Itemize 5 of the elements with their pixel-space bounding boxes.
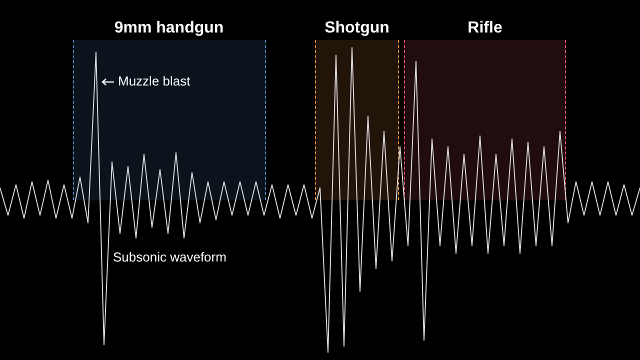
annotation: Subsonic waveform: [113, 250, 226, 265]
text: 9mm handgun: [114, 19, 224, 36]
annotation: Muzzle blast: [118, 74, 191, 89]
text: Rifle: [468, 19, 502, 36]
text: Shotgun: [324, 19, 390, 36]
